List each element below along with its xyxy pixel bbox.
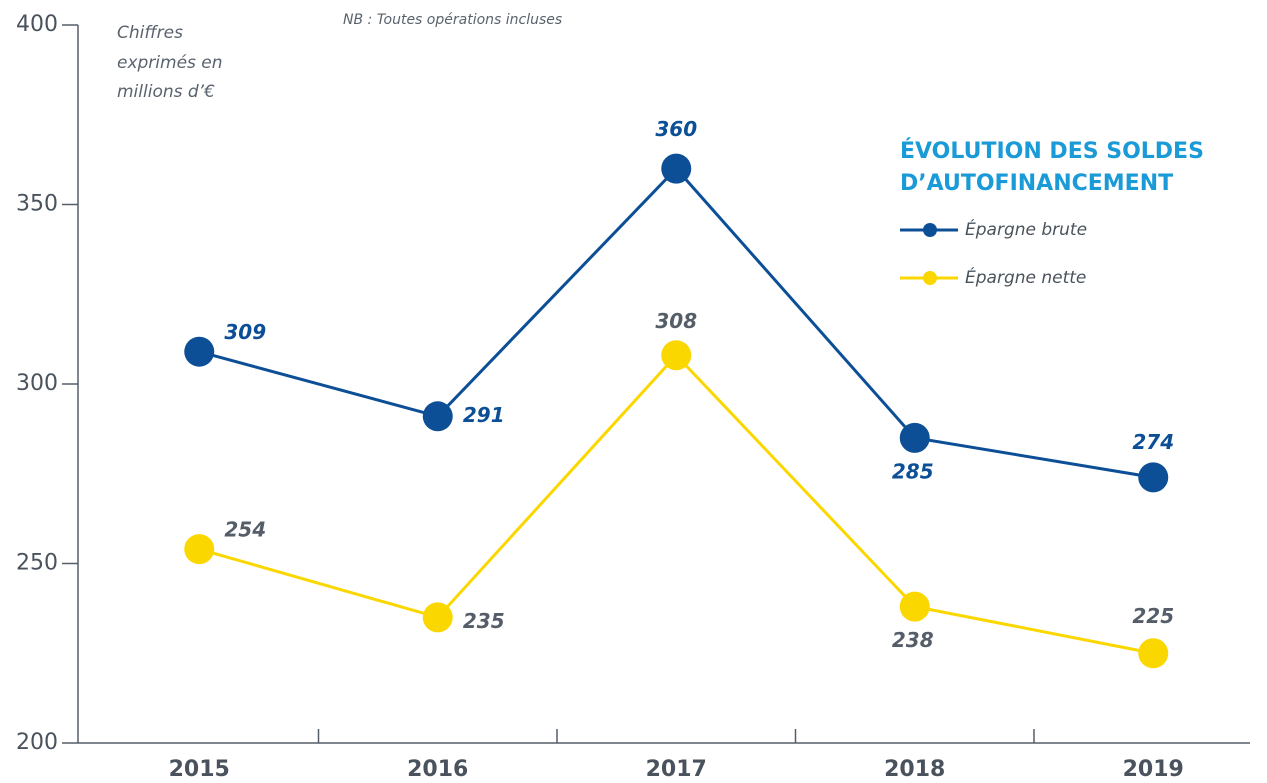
- legend-dot: [923, 223, 937, 237]
- legend-label: Épargne nette: [965, 266, 1086, 288]
- unit-note: exprimés en: [117, 53, 223, 73]
- chart-title: ÉVOLUTION DES SOLDES: [900, 138, 1204, 164]
- value-label: 235: [463, 609, 505, 633]
- point: [899, 422, 930, 453]
- x-tick-label: 2017: [646, 757, 707, 782]
- point: [899, 591, 930, 622]
- value-label: 291: [463, 403, 505, 427]
- x-tick-label: 2019: [1123, 757, 1184, 782]
- x-tick-label: 2018: [884, 757, 945, 782]
- note: NB : Toutes opérations incluses: [343, 12, 562, 28]
- point: [422, 602, 453, 633]
- y-tick-label: 350: [16, 192, 58, 217]
- value-label: 308: [655, 309, 697, 333]
- y-tick-label: 400: [16, 12, 58, 37]
- y-tick-label: 300: [16, 371, 58, 396]
- y-tick-label: 200: [16, 730, 58, 755]
- unit-note: Chiffres: [117, 23, 183, 43]
- point: [422, 401, 453, 432]
- value-label: 274: [1132, 430, 1174, 454]
- x-tick-label: 2016: [407, 757, 468, 782]
- point: [184, 336, 215, 367]
- value-label: 309: [224, 320, 266, 344]
- chart-title: D’AUTOFINANCEMENT: [900, 171, 1173, 196]
- value-label: 285: [892, 459, 934, 483]
- unit-note: millions d’€: [117, 82, 215, 102]
- point: [184, 534, 215, 565]
- legend-dot: [923, 271, 937, 285]
- point: [661, 153, 692, 184]
- value-label: 225: [1132, 604, 1174, 628]
- y-tick-label: 250: [16, 551, 58, 576]
- series-line: [198, 353, 1154, 655]
- point: [1138, 638, 1169, 669]
- point: [661, 340, 692, 371]
- value-label: 360: [655, 117, 697, 141]
- value-label: 254: [224, 518, 266, 542]
- point: [1138, 462, 1169, 493]
- legend-label: Épargne brute: [965, 218, 1087, 240]
- value-label: 238: [892, 628, 934, 652]
- x-tick-label: 2015: [169, 757, 230, 782]
